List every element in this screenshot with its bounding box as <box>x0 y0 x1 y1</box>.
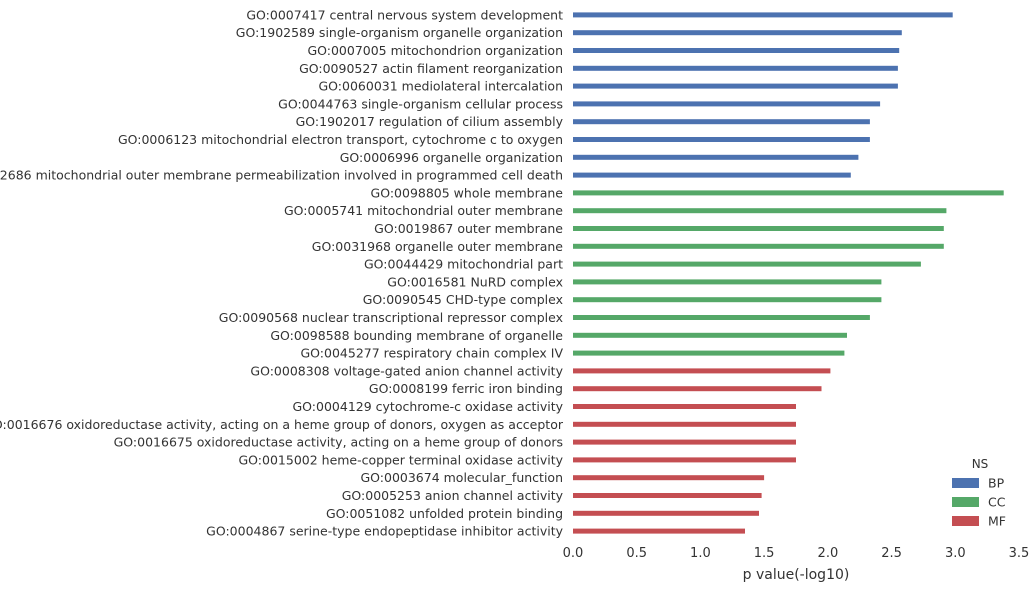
bar-mf <box>573 368 831 374</box>
legend-swatch-bp <box>952 478 979 488</box>
x-tick-label: 0.0 <box>563 546 584 561</box>
x-tick-label: 1.0 <box>690 546 711 561</box>
category-label: GO:0004129 cytochrome-c oxidase activity <box>293 399 564 414</box>
bar-cc <box>573 350 845 356</box>
bar-mf <box>573 386 822 392</box>
x-tick-label: 2.0 <box>818 546 839 561</box>
category-label: GO:0015002 heme-copper terminal oxidase … <box>238 452 563 467</box>
x-tick-label: 0.5 <box>626 546 647 561</box>
legend-label-cc: CC <box>988 495 1006 510</box>
category-label: GO:0060031 mediolateral intercalation <box>318 79 563 94</box>
bar-bp <box>573 30 902 36</box>
bar-bp <box>573 101 881 107</box>
category-label: GO:0090568 nuclear transcriptional repre… <box>219 310 563 325</box>
category-labels: GO:0007417 central nervous system develo… <box>0 7 564 538</box>
category-label: GO:0016676 oxidoreductase activity, acti… <box>0 417 564 432</box>
x-tick-label: 3.5 <box>1009 546 1030 561</box>
bar-cc <box>573 208 947 214</box>
bar-mf <box>573 421 796 427</box>
bar-cc <box>573 190 1004 196</box>
bar-mf <box>573 475 765 481</box>
bar-cc <box>573 279 882 285</box>
category-label: GO:0051082 unfolded protein binding <box>326 506 563 521</box>
x-tick-label: 3.0 <box>945 546 966 561</box>
category-label: GO:0098588 bounding membrane of organell… <box>270 328 563 343</box>
bar-mf <box>573 510 759 516</box>
legend: NS BP CC MF <box>952 457 1006 529</box>
category-label: GO:0007417 central nervous system develo… <box>246 7 563 22</box>
category-label: GO:0007005 mitochondrion organization <box>307 43 563 58</box>
category-label: GO:0044763 single-organism cellular proc… <box>278 96 563 111</box>
category-label: GO:0005253 anion channel activity <box>342 488 564 503</box>
category-label: GO:0003674 molecular_function <box>360 470 563 485</box>
x-axis-label: p value(-log10) <box>743 567 850 583</box>
bar-bp <box>573 154 859 160</box>
bar-mf <box>573 404 796 409</box>
x-tick-label: 2.5 <box>881 546 902 561</box>
category-label: GO:0098805 whole membrane <box>371 185 564 200</box>
bar-bp <box>573 48 900 53</box>
category-label: GO:0006996 organelle organization <box>340 150 563 165</box>
category-label: GO:1902017 regulation of cilium assembly <box>296 114 564 129</box>
legend-swatch-cc <box>952 497 979 507</box>
legend-swatch-mf <box>952 516 979 526</box>
category-label: GO:0016581 NuRD complex <box>387 274 563 289</box>
x-axis-ticks: 0.0 0.5 1.0 1.5 2.0 2.5 3.0 3.5 <box>563 546 1030 561</box>
category-label: GO:0019867 outer membrane <box>374 221 563 236</box>
bar-bp <box>573 65 898 71</box>
category-label: GO:1902686 mitochondrial outer membrane … <box>0 168 563 183</box>
bar-mf <box>573 457 796 463</box>
category-label: GO:0045277 respiratory chain complex IV <box>301 346 564 361</box>
bar-bp <box>573 12 953 18</box>
category-label: GO:0006123 mitochondrial electron transp… <box>118 132 563 147</box>
category-label: GO:0005741 mitochondrial outer membrane <box>284 203 563 218</box>
legend-label-mf: MF <box>988 514 1006 529</box>
bar-cc <box>573 332 847 338</box>
bar-mf <box>573 439 796 445</box>
bars-layer <box>573 12 1004 534</box>
bar-bp <box>573 172 851 178</box>
bar-mf <box>573 493 762 498</box>
bar-cc <box>573 297 882 303</box>
legend-label-bp: BP <box>988 476 1005 491</box>
category-label: GO:1902589 single-organism organelle org… <box>236 25 563 40</box>
bar-bp <box>573 137 870 142</box>
bar-bp <box>573 83 898 89</box>
bar-cc <box>573 261 921 267</box>
category-label: GO:0004867 serine-type endopeptidase inh… <box>206 524 563 539</box>
category-label: GO:0016675 oxidoreductase activity, acti… <box>114 435 563 450</box>
category-label: GO:0008308 voltage-gated anion channel a… <box>250 363 563 378</box>
bar-mf <box>573 528 745 534</box>
bar-cc <box>573 315 870 320</box>
category-label: GO:0044429 mitochondrial part <box>364 257 563 272</box>
bar-bp <box>573 119 870 125</box>
category-label: GO:0008199 ferric iron binding <box>369 381 563 396</box>
category-label: GO:0031968 organelle outer membrane <box>312 239 564 254</box>
bar-cc <box>573 226 944 231</box>
category-label: GO:0090545 CHD-type complex <box>363 292 563 307</box>
bar-cc <box>573 243 944 249</box>
legend-title: NS <box>972 457 989 471</box>
category-label: GO:0090527 actin filament reorganization <box>299 61 563 76</box>
x-tick-label: 1.5 <box>754 546 775 561</box>
